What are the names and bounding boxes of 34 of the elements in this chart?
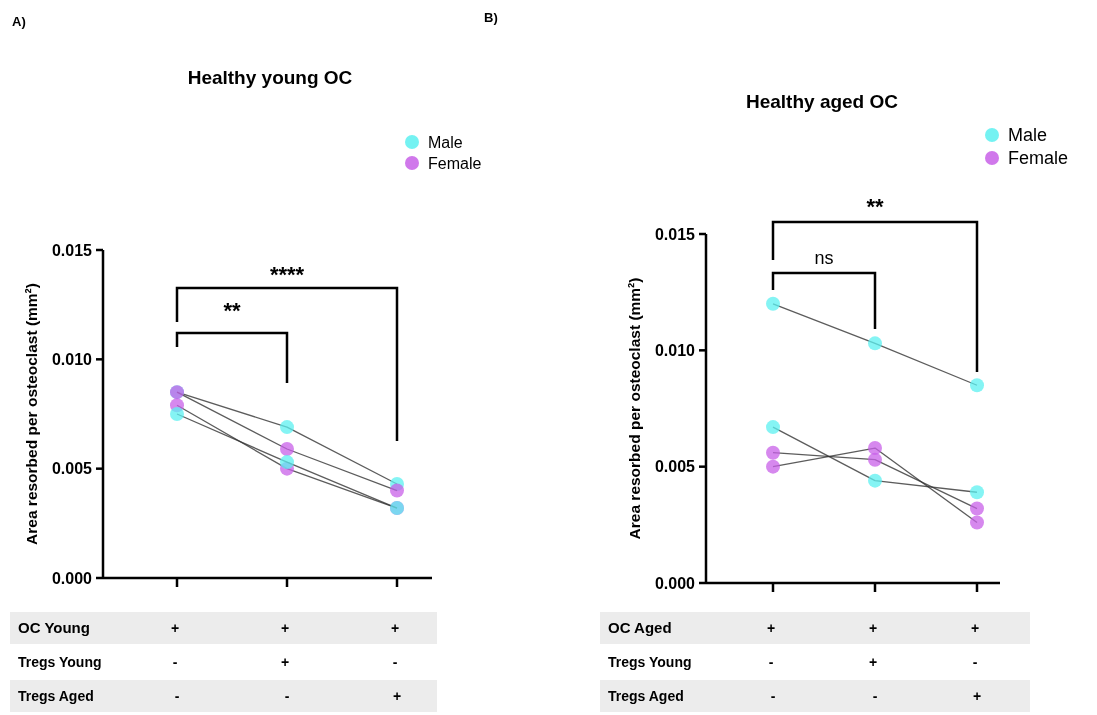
category-label: + - - [170, 620, 180, 704]
y-axis-title: Area resorbed per osteoclast (mm²) [23, 283, 40, 545]
category-label: + - + [390, 620, 402, 704]
text: Tregs Aged [608, 687, 684, 704]
y-tick-label: 0.000 [654, 574, 696, 592]
text: OC Aged [608, 619, 672, 637]
text: Tregs Young [608, 653, 692, 670]
category-label: + + - [868, 620, 878, 704]
y-tick-label: 0.010 [51, 350, 93, 368]
legend-label: Female [1008, 148, 1069, 169]
text: Tregs Aged [18, 687, 94, 704]
annotation: **** [269, 262, 305, 287]
text: ** [866, 194, 884, 219]
y-tick-label: 0.000 [51, 569, 93, 587]
chart-title: Healthy aged OC [745, 91, 899, 112]
legend-label: Male [428, 133, 463, 151]
annotation: ns [814, 248, 834, 268]
y-tick-label: 0.010 [654, 341, 696, 359]
y-tick-label: 0.005 [51, 460, 93, 478]
text: B) [484, 10, 498, 25]
chart-title: Healthy young OC [187, 67, 353, 88]
annotation: ** [223, 298, 241, 323]
category-label: + - + [970, 620, 982, 704]
y-tick-label: 0.015 [654, 225, 696, 243]
category-label: + - - [766, 620, 776, 704]
text: OC Young [18, 619, 90, 637]
y-tick-label: 0.015 [51, 241, 93, 259]
y-tick-label: 0.005 [654, 458, 696, 476]
text: A) [12, 14, 26, 29]
category-label: + + - [280, 620, 290, 704]
y-axis-title: Area resorbed per osteoclast (mm²) [626, 277, 643, 540]
text: Tregs Young [18, 653, 102, 670]
legend-label: Female [428, 154, 482, 172]
legend-label: Male [1008, 125, 1048, 146]
